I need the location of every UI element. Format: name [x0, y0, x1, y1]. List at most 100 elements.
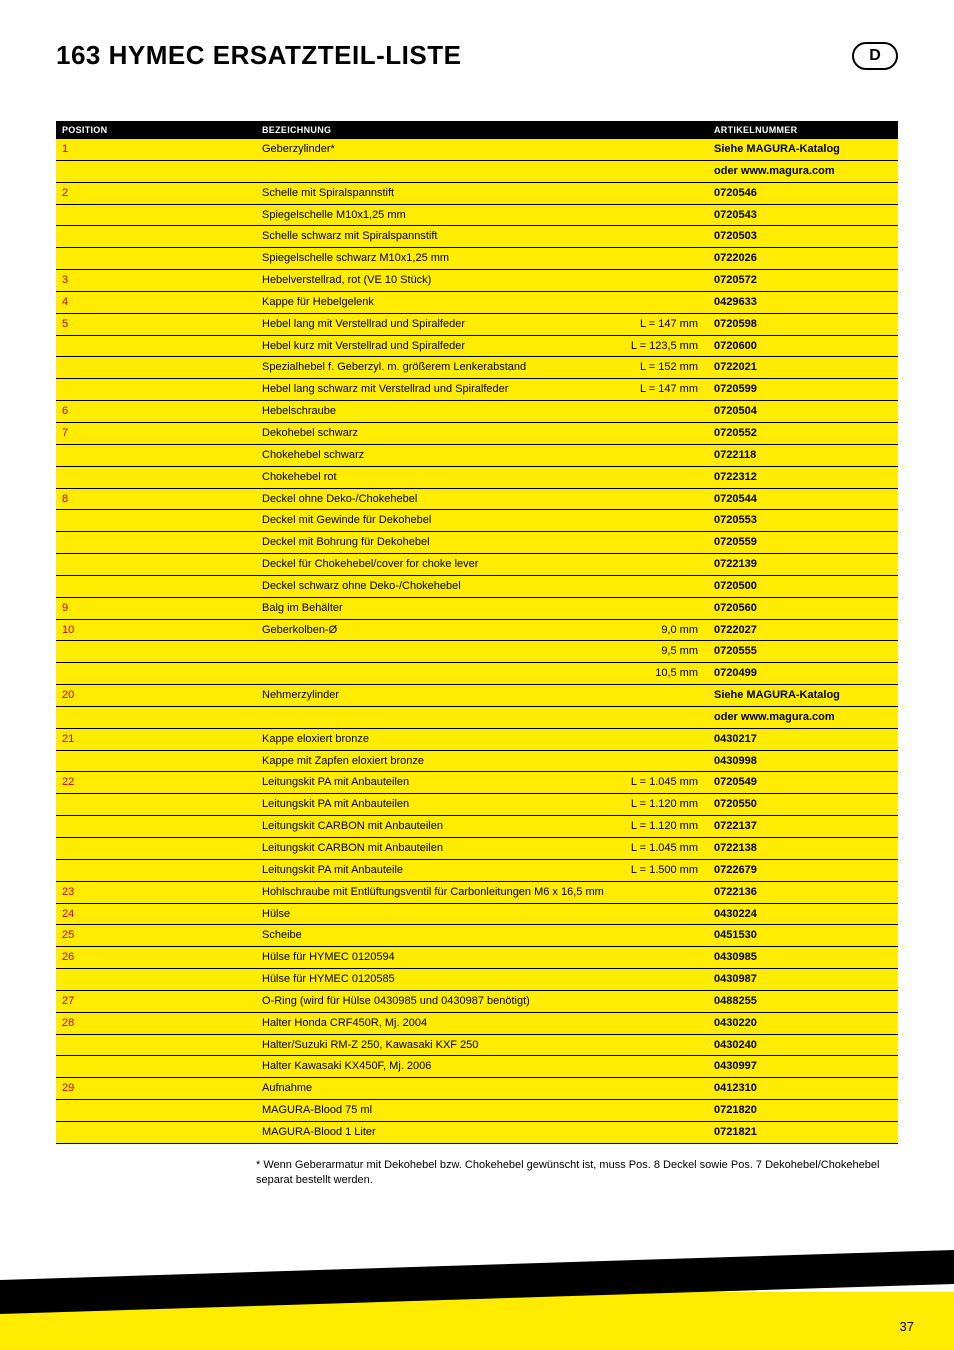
table-row: 3Hebelverstellrad, rot (VE 10 Stück)0720… [56, 270, 898, 292]
table-row: 27O-Ring (wird für Hülse 0430985 und 043… [56, 990, 898, 1012]
cell-dimension [613, 510, 708, 532]
table-body: 1Geberzylinder*Siehe MAGURA-Katalogoder … [56, 139, 898, 1143]
cell-bezeichnung [256, 641, 613, 663]
cell-position [56, 510, 256, 532]
cell-bezeichnung: Leitungskit CARBON mit Anbauteilen [256, 816, 613, 838]
cell-artikelnummer: 0720572 [708, 270, 898, 292]
cell-dimension: L = 1.045 mm [613, 838, 708, 860]
cell-dimension [613, 444, 708, 466]
cell-artikelnummer: 0720503 [708, 226, 898, 248]
cell-artikelnummer: 0451530 [708, 925, 898, 947]
cell-artikelnummer: 0722021 [708, 357, 898, 379]
cell-dimension [613, 1012, 708, 1034]
cell-artikelnummer: 0720543 [708, 204, 898, 226]
cell-position [56, 466, 256, 488]
table-row: 6Hebelschraube0720504 [56, 401, 898, 423]
table-row: 20NehmerzylinderSiehe MAGURA-Katalog [56, 685, 898, 707]
cell-position [56, 969, 256, 991]
cell-position [56, 794, 256, 816]
cell-position [56, 379, 256, 401]
table-row: MAGURA-Blood 75 ml0721820 [56, 1100, 898, 1122]
page-title: 163 HYMEC ERSATZTEIL-LISTE [56, 40, 461, 71]
page-footer: 37 [0, 1270, 954, 1350]
cell-bezeichnung: Deckel schwarz ohne Deko-/Chokehebel [256, 575, 613, 597]
cell-dimension [613, 248, 708, 270]
cell-dimension [613, 969, 708, 991]
cell-bezeichnung: O-Ring (wird für Hülse 0430985 und 04309… [256, 990, 613, 1012]
cell-position: 9 [56, 597, 256, 619]
cell-position: 21 [56, 728, 256, 750]
cell-dimension [613, 160, 708, 182]
cell-dimension [613, 750, 708, 772]
cell-dimension [613, 1121, 708, 1143]
table-row: 21Kappe eloxiert bronze0430217 [56, 728, 898, 750]
table-row: 29Aufnahme0412310 [56, 1078, 898, 1100]
cell-bezeichnung: Deckel ohne Deko-/Chokehebel [256, 488, 613, 510]
cell-dimension [613, 270, 708, 292]
page-number: 37 [900, 1319, 914, 1334]
cell-dimension [613, 139, 708, 160]
cell-artikelnummer: 0430997 [708, 1056, 898, 1078]
cell-position: 26 [56, 947, 256, 969]
col-header-dimension [613, 121, 708, 139]
cell-position: 22 [56, 772, 256, 794]
cell-dimension [613, 990, 708, 1012]
table-row: 22Leitungskit PA mit AnbauteilenL = 1.04… [56, 772, 898, 794]
cell-bezeichnung [256, 160, 613, 182]
cell-dimension [613, 488, 708, 510]
cell-bezeichnung: Geberkolben-Ø [256, 619, 613, 641]
table-row: Chokehebel rot0722312 [56, 466, 898, 488]
cell-bezeichnung: Hebel lang mit Verstellrad und Spiralfed… [256, 313, 613, 335]
table-row: 4Kappe für Hebelgelenk0429633 [56, 291, 898, 313]
table-row: 10,5 mm0720499 [56, 663, 898, 685]
cell-bezeichnung: Deckel mit Bohrung für Dekohebel [256, 532, 613, 554]
cell-artikelnummer: 0720560 [708, 597, 898, 619]
cell-bezeichnung: Kappe für Hebelgelenk [256, 291, 613, 313]
cell-position [56, 663, 256, 685]
cell-bezeichnung: Hülse [256, 903, 613, 925]
cell-bezeichnung: Kappe mit Zapfen eloxiert bronze [256, 750, 613, 772]
cell-artikelnummer: oder www.magura.com [708, 706, 898, 728]
cell-dimension [613, 1056, 708, 1078]
cell-dimension: 9,5 mm [613, 641, 708, 663]
cell-artikelnummer: 0720549 [708, 772, 898, 794]
cell-position: 20 [56, 685, 256, 707]
cell-position: 7 [56, 422, 256, 444]
cell-dimension [613, 597, 708, 619]
cell-artikelnummer: 0720550 [708, 794, 898, 816]
cell-bezeichnung: Hohlschraube mit Entlüftungsventil für C… [256, 881, 613, 903]
cell-position: 28 [56, 1012, 256, 1034]
cell-dimension: 9,0 mm [613, 619, 708, 641]
cell-dimension [613, 532, 708, 554]
cell-artikelnummer: 0721821 [708, 1121, 898, 1143]
cell-artikelnummer: 0488255 [708, 990, 898, 1012]
cell-bezeichnung: Schelle schwarz mit Spiralspannstift [256, 226, 613, 248]
table-row: 24Hülse0430224 [56, 903, 898, 925]
cell-artikelnummer: 0720600 [708, 335, 898, 357]
table-row: Deckel mit Bohrung für Dekohebel 0720559 [56, 532, 898, 554]
cell-dimension [613, 1078, 708, 1100]
cell-bezeichnung: Leitungskit PA mit Anbauteilen [256, 794, 613, 816]
table-row: Halter/Suzuki RM-Z 250, Kawasaki KXF 250… [56, 1034, 898, 1056]
cell-artikelnummer: 0722026 [708, 248, 898, 270]
cell-position: 5 [56, 313, 256, 335]
cell-bezeichnung: Halter Honda CRF450R, Mj. 2004 [256, 1012, 613, 1034]
cell-bezeichnung: Aufnahme [256, 1078, 613, 1100]
cell-position [56, 357, 256, 379]
cell-dimension [613, 204, 708, 226]
cell-bezeichnung: Deckel mit Gewinde für Dekohebel [256, 510, 613, 532]
cell-dimension [613, 575, 708, 597]
cell-position [56, 1100, 256, 1122]
cell-artikelnummer: 0430217 [708, 728, 898, 750]
cell-bezeichnung: Leitungskit PA mit Anbauteile [256, 859, 613, 881]
footnote-text: Wenn Geberarmatur mit Dekohebel bzw. Cho… [256, 1159, 879, 1186]
cell-bezeichnung: Scheibe [256, 925, 613, 947]
cell-bezeichnung: Deckel für Chokehebel/cover for choke le… [256, 554, 613, 576]
cell-artikelnummer: Siehe MAGURA-Katalog [708, 139, 898, 160]
cell-bezeichnung: Hülse für HYMEC 0120585 [256, 969, 613, 991]
cell-dimension: L = 1.120 mm [613, 794, 708, 816]
cell-bezeichnung: Hebelverstellrad, rot (VE 10 Stück) [256, 270, 613, 292]
table-row: Spiegelschelle schwarz M10x1,25 mm072202… [56, 248, 898, 270]
cell-artikelnummer: 0720559 [708, 532, 898, 554]
cell-dimension [613, 947, 708, 969]
